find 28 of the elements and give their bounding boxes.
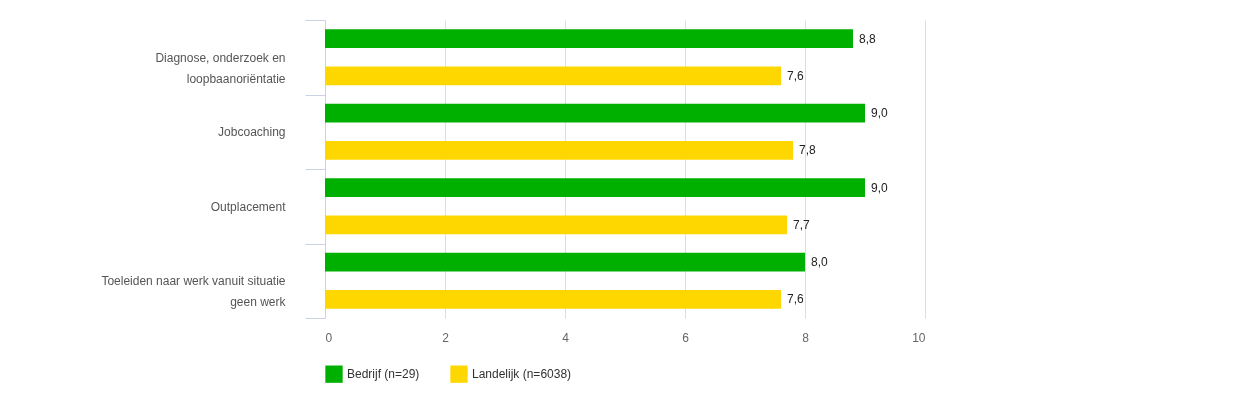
y-tick-label: Outplacement — [210, 199, 287, 214]
x-tick-label: 0 — [325, 330, 333, 345]
data-label: 9,0 — [871, 106, 889, 121]
x-tick-label: 8 — [802, 330, 810, 345]
bar — [325, 290, 781, 309]
x-tick-label: 2 — [442, 330, 450, 345]
bar — [325, 252, 805, 272]
y-tick-label: Toeleiden naar werk vanuit situatie geen werk — [101, 274, 287, 310]
data-label: 7,6 — [787, 68, 805, 83]
data-label: 9,0 — [871, 180, 889, 195]
x-tick-label: 10 — [912, 330, 926, 345]
data-label: 7,6 — [787, 292, 805, 307]
legend-label: Landelijk (n=6038) — [472, 367, 572, 382]
bar — [325, 141, 793, 160]
bar — [325, 215, 787, 235]
x-tick-label: 4 — [562, 330, 570, 345]
bar — [325, 178, 865, 197]
data-label: 7,8 — [799, 143, 817, 158]
legend-label: Bedrijf (n=29) — [347, 367, 420, 382]
data-label: 7,7 — [793, 217, 811, 232]
x-tick-label: 6 — [682, 330, 690, 345]
y-tick-label: Jobcoaching — [218, 125, 286, 140]
bar — [325, 103, 865, 123]
data-label: 8,8 — [859, 31, 877, 46]
bar — [325, 29, 853, 48]
bar — [325, 66, 781, 86]
y-tick-label: Diagnose, onderzoek en loopbaanoriëntatie — [155, 50, 286, 86]
data-label: 8,0 — [811, 255, 829, 270]
